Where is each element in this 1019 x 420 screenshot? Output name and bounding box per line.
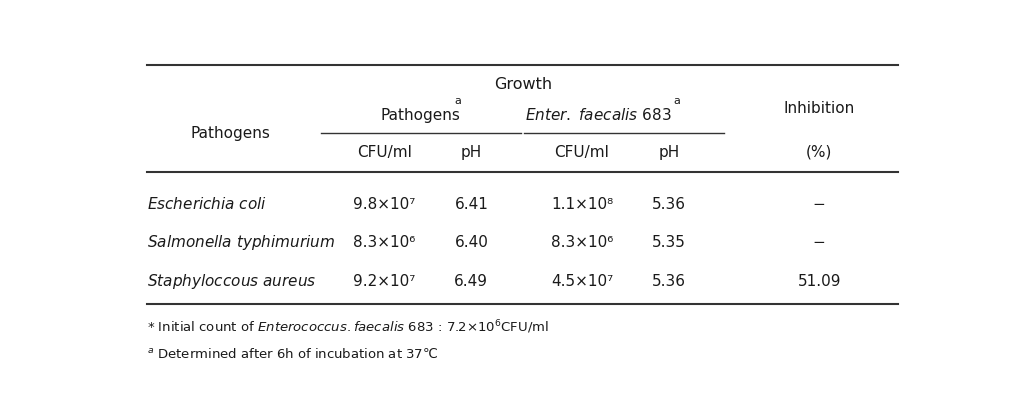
Text: a: a [453,95,461,105]
Text: $\it{Staphyloccous}$ $\it{aureus}$: $\it{Staphyloccous}$ $\it{aureus}$ [147,272,317,291]
Text: 6.49: 6.49 [453,274,488,289]
Text: pH: pH [461,145,482,160]
Text: CFU/ml: CFU/ml [554,145,609,160]
Text: Pathogens: Pathogens [191,126,270,141]
Text: Pathogens: Pathogens [380,108,460,123]
Text: 6.41: 6.41 [454,197,488,212]
Text: 4.5×10⁷: 4.5×10⁷ [550,274,612,289]
Text: −: − [812,197,824,212]
Text: $\it{Escherichia}$ $\it{coli}$: $\it{Escherichia}$ $\it{coli}$ [147,196,267,212]
Text: Inhibition: Inhibition [783,101,854,116]
Text: (%): (%) [805,145,832,160]
Text: CFU/ml: CFU/ml [357,145,412,160]
Text: 9.8×10⁷: 9.8×10⁷ [353,197,415,212]
Text: $\it{Enter.}$ $\it{faecalis}$ 683: $\it{Enter.}$ $\it{faecalis}$ 683 [524,107,671,123]
Text: 9.2×10⁷: 9.2×10⁷ [353,274,415,289]
Text: 1.1×10⁸: 1.1×10⁸ [550,197,612,212]
Text: * Initial count of $\it{Enterococcus.faecalis}$ 683 : 7.2×10$^6$CFU/ml: * Initial count of $\it{Enterococcus.fae… [147,318,549,336]
Text: −: − [812,235,824,250]
Text: a: a [673,95,679,105]
Text: 8.3×10⁶: 8.3×10⁶ [550,235,612,250]
Text: 51.09: 51.09 [797,274,840,289]
Text: 6.40: 6.40 [454,235,488,250]
Text: $^a$ Determined after 6h of incubation at 37℃: $^a$ Determined after 6h of incubation a… [147,348,438,361]
Text: 8.3×10⁶: 8.3×10⁶ [353,235,415,250]
Text: $\it{Salmonella}$ $\it{typhimurium}$: $\it{Salmonella}$ $\it{typhimurium}$ [147,234,335,252]
Text: 5.36: 5.36 [651,274,686,289]
Text: Growth: Growth [493,77,551,92]
Text: 5.36: 5.36 [651,197,686,212]
Text: 5.35: 5.35 [651,235,685,250]
Text: pH: pH [657,145,679,160]
